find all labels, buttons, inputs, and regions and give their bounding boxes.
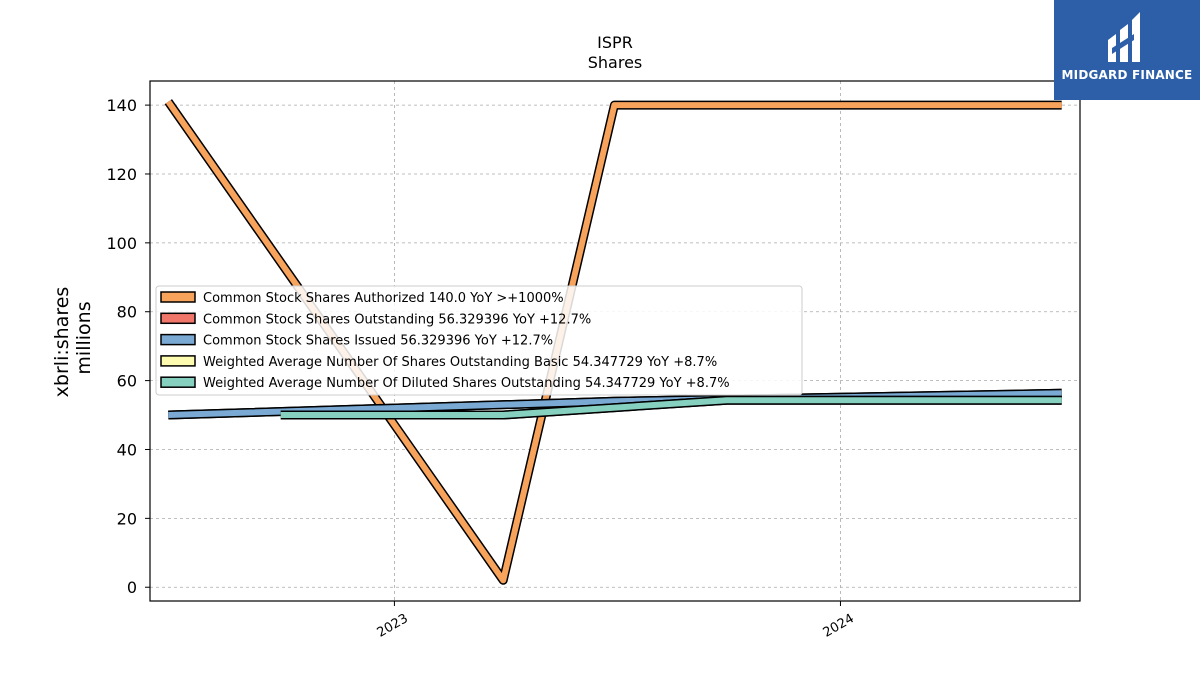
y-tick-label: 80 — [117, 303, 137, 322]
series-5 — [280, 395, 1062, 420]
legend-swatch — [160, 376, 196, 388]
legend-label: Common Stock Shares Outstanding 56.32939… — [203, 312, 591, 327]
legend-swatch — [160, 312, 196, 325]
x-tick-label: 2024 — [821, 611, 857, 641]
y-tick-label: 120 — [106, 165, 137, 184]
legend-swatch — [160, 291, 196, 303]
y-tick-label: 60 — [117, 372, 137, 391]
chart-title: ISPR — [597, 33, 633, 52]
y-tick-label: 0 — [127, 578, 137, 597]
chart-subtitle: Shares — [588, 53, 643, 72]
y-tick-label: 100 — [106, 234, 137, 253]
legend-box — [155, 285, 803, 396]
legend-swatch — [160, 355, 196, 367]
brand-mark-icon — [1108, 12, 1140, 62]
brand-logo-text: MIDGARD FINANCE — [1061, 68, 1193, 82]
y-tick-label: 20 — [117, 509, 137, 528]
y-tick-label: 140 — [106, 96, 137, 115]
y-tick-label: 40 — [117, 440, 137, 459]
legend: Common Stock Shares Authorized 140.0 YoY… — [155, 285, 803, 396]
x-tick-label: 2023 — [375, 611, 411, 641]
legend-label: Common Stock Shares Issued 56.329396 YoY… — [203, 334, 553, 349]
legend-swatch — [160, 333, 196, 346]
legend-label: Weighted Average Number Of Diluted Share… — [203, 376, 730, 391]
y-axis: 0 20 40 60 80 100 120 140 — [106, 96, 150, 597]
plot-frame — [149, 80, 1081, 602]
x-axis: 2023 2024 — [375, 601, 857, 641]
y-axis-unit: millions — [73, 301, 95, 374]
brand-logo: MIDGARD FINANCE — [1054, 0, 1200, 100]
legend-label: Weighted Average Number Of Shares Outsta… — [203, 355, 717, 370]
series-line — [280, 397, 1062, 418]
y-axis-label: xbrli:shares — [51, 287, 73, 398]
legend-label: Common Stock Shares Authorized 140.0 YoY… — [203, 291, 564, 306]
